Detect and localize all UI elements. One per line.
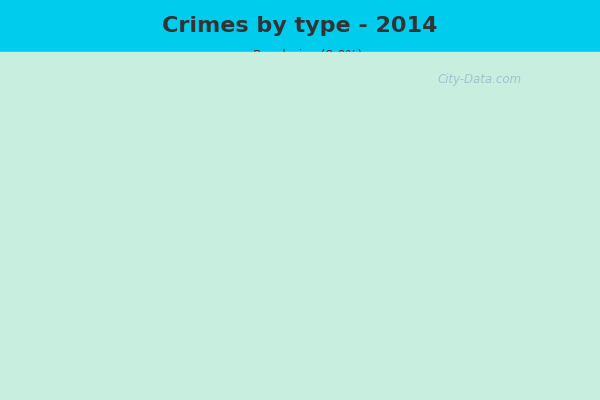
- Text: Burglaries (8.0%): Burglaries (8.0%): [253, 50, 362, 96]
- Text: Assaults (16.0%): Assaults (16.0%): [19, 148, 196, 167]
- Text: Crimes by type - 2014: Crimes by type - 2014: [163, 16, 437, 36]
- Text: Auto thefts (4.0%): Auto thefts (4.0%): [10, 234, 222, 248]
- Text: City-Data.com: City-Data.com: [438, 74, 522, 86]
- Text: Thefts (72.0%): Thefts (72.0%): [379, 305, 526, 333]
- Wedge shape: [261, 85, 294, 218]
- Wedge shape: [164, 85, 427, 351]
- Wedge shape: [167, 89, 294, 218]
- Wedge shape: [161, 177, 294, 243]
